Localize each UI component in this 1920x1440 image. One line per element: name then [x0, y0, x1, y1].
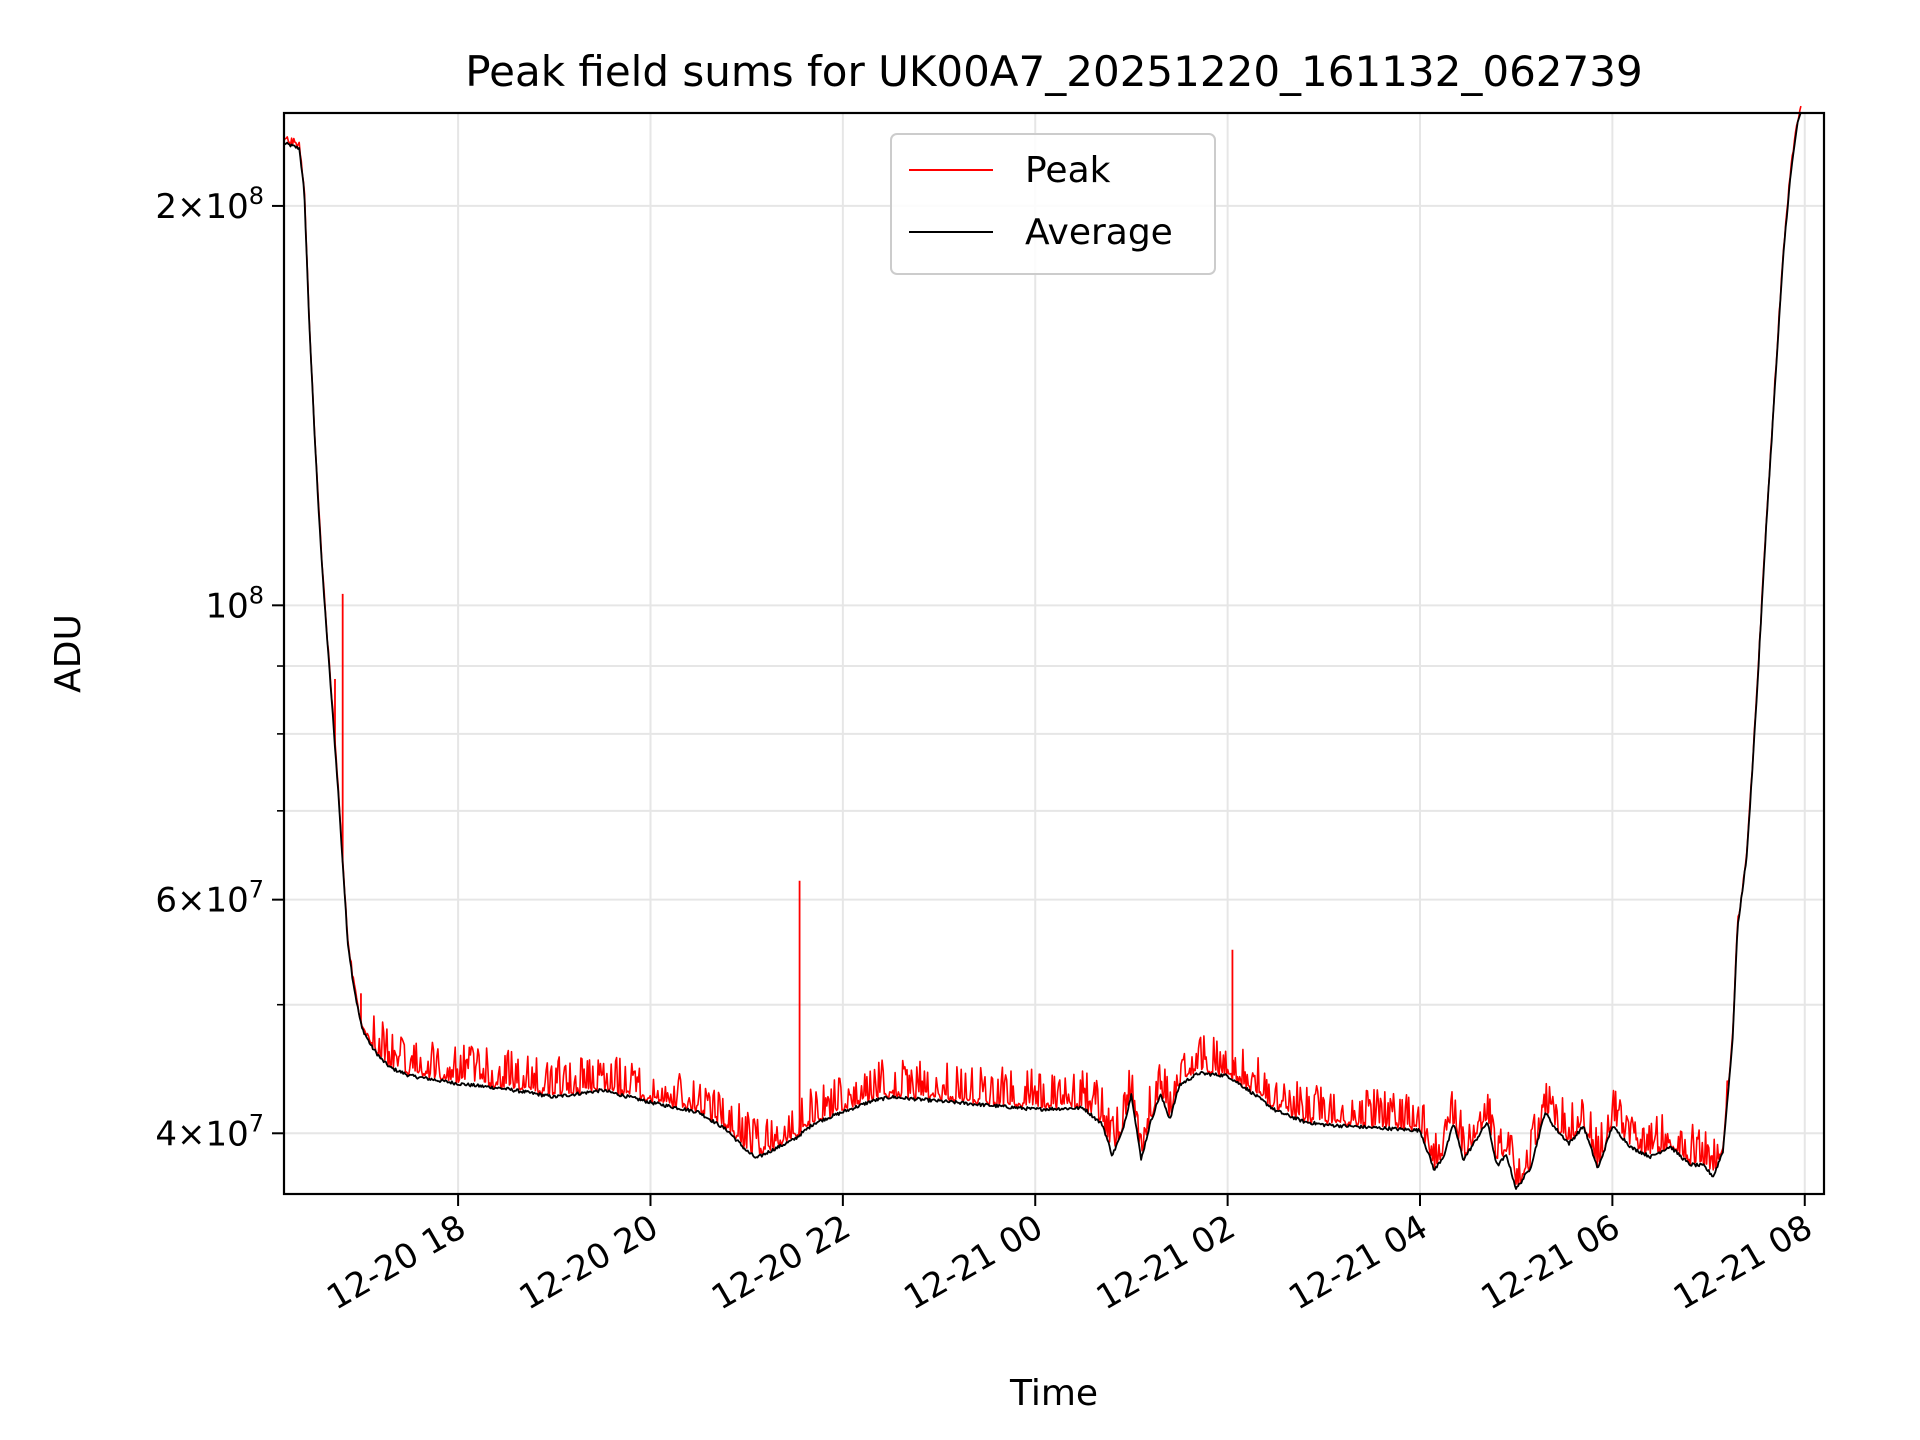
grid	[284, 113, 1824, 1194]
legend: Peak Average	[890, 133, 1216, 275]
y-axis-title: ADU	[48, 614, 89, 693]
plot-frame	[282, 111, 1826, 1196]
x-axis-title: Time	[1009, 1373, 1098, 1414]
legend-average-label: Average	[1025, 212, 1173, 253]
average-series-line	[283, 111, 1802, 1190]
legend-peak-label: Peak	[1025, 150, 1111, 191]
series-layer	[283, 105, 1802, 1190]
y-tick-label: 108	[205, 581, 264, 626]
y-tick-label: 6×107	[155, 876, 264, 921]
chart-title: Peak field sums for UK00A7_20251220_1611…	[465, 47, 1642, 96]
y-tick-label: 2×108	[155, 182, 264, 227]
y-tick-label: 4×107	[155, 1109, 264, 1154]
peak-series-line	[283, 105, 1802, 1186]
